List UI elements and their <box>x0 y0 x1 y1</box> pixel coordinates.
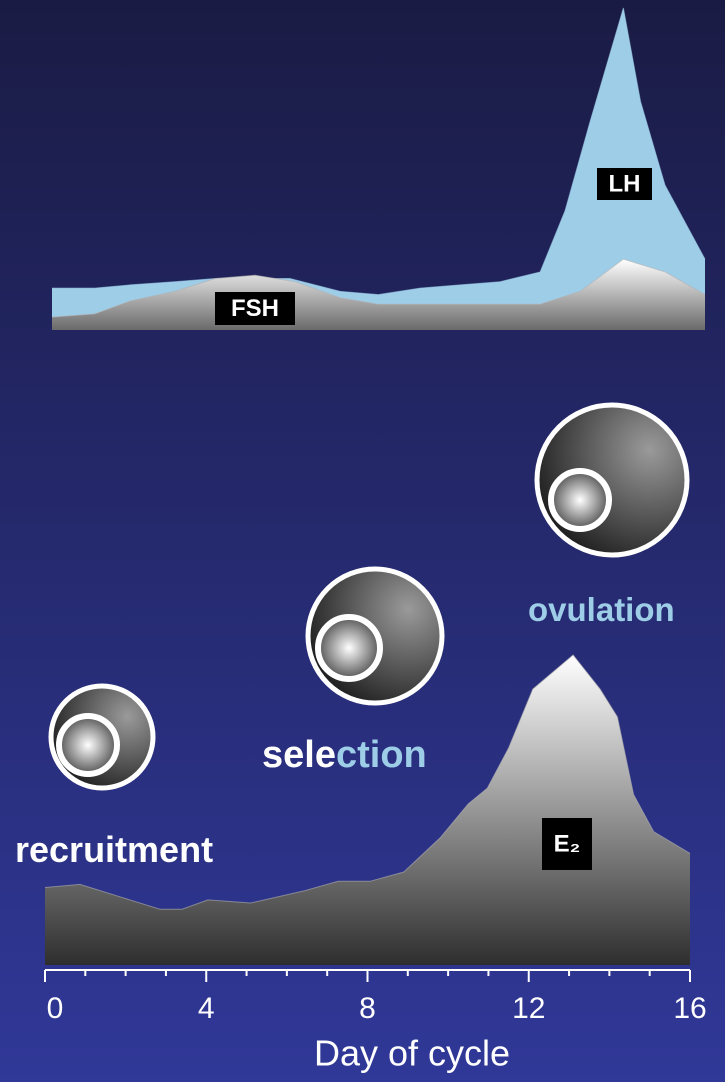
series-label-box <box>542 818 592 870</box>
annotation-part: ction <box>336 734 427 776</box>
annotation: selection <box>262 734 427 776</box>
annotation: recruitment <box>15 829 213 870</box>
series-label: LH <box>609 170 641 197</box>
series-label-box <box>597 168 652 200</box>
annotation: ovulation <box>528 591 675 628</box>
x-tick-label: 8 <box>359 992 376 1025</box>
x-tick-label: 4 <box>198 992 215 1025</box>
area-fill <box>45 655 690 965</box>
annotation-part: sele <box>262 734 336 776</box>
area-outline <box>51 258 706 318</box>
area-outline <box>44 654 691 910</box>
x-tick-label: 0 <box>47 992 64 1025</box>
follicle-large <box>534 402 690 558</box>
x-axis-label: Day of cycle <box>314 1033 510 1074</box>
x-tick-label: 16 <box>673 992 706 1025</box>
area-outline <box>52 7 706 296</box>
follicle-medium <box>305 566 445 706</box>
series-label-box <box>215 292 295 325</box>
series-label: FSH <box>231 295 279 322</box>
series-label: E₂ <box>554 830 581 857</box>
follicle-small <box>48 683 156 791</box>
x-tick-label: 12 <box>512 992 545 1025</box>
annotation-part: ovulation <box>528 591 675 628</box>
annotation-part: recruitment <box>15 829 213 870</box>
